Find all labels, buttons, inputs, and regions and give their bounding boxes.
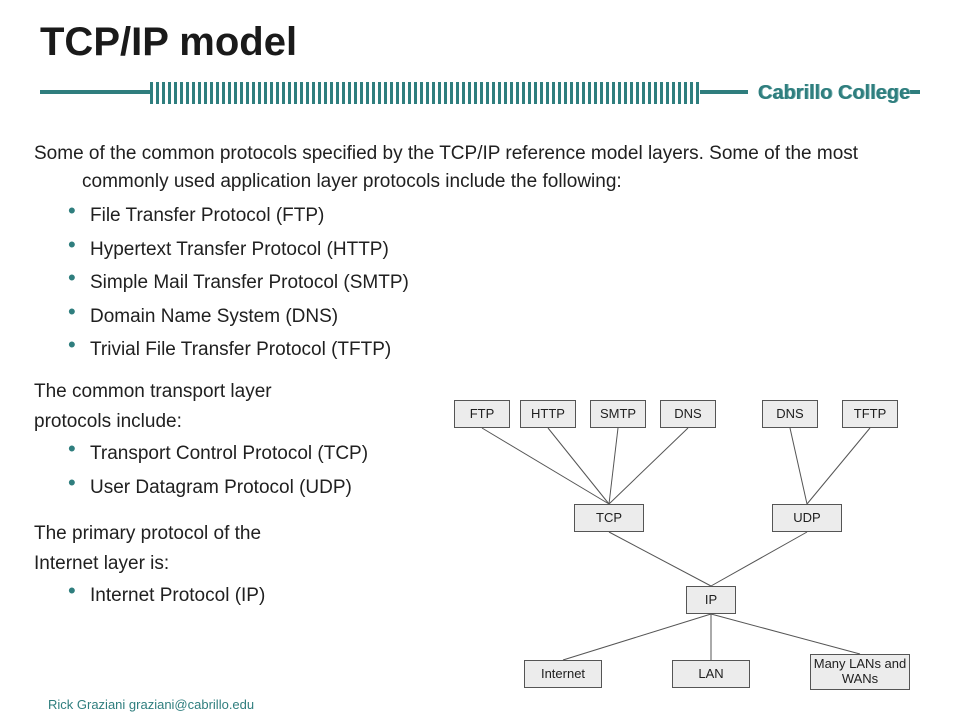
- diagram-node-smtp: SMTP: [590, 400, 646, 428]
- diagram-node-udp: UDP: [772, 504, 842, 532]
- diagram-node-tftp: TFTP: [842, 400, 898, 428]
- diagram-node-tcp: TCP: [574, 504, 644, 532]
- intro-paragraph: Some of the common protocols specified b…: [34, 140, 926, 195]
- diagram-edge: [711, 532, 807, 586]
- diagram-edge: [711, 614, 860, 654]
- list-item: Hypertext Transfer Protocol (HTTP): [90, 233, 926, 267]
- list-item: Simple Mail Transfer Protocol (SMTP): [90, 266, 926, 300]
- diagram-node-net3: Many LANs and WANs: [810, 654, 910, 690]
- diagram-edge: [609, 532, 711, 586]
- diagram-node-net1: Internet: [524, 660, 602, 688]
- list-item: Internet Protocol (IP): [90, 579, 454, 613]
- list-item: Domain Name System (DNS): [90, 300, 926, 334]
- diagram-edge: [548, 428, 609, 504]
- transport-protocol-list: Transport Control Protocol (TCP) User Da…: [34, 437, 454, 504]
- list-item: User Datagram Protocol (UDP): [90, 471, 454, 505]
- internet-heading-line2: Internet layer is:: [34, 550, 454, 578]
- diagram-edge: [609, 428, 618, 504]
- diagram-edge: [609, 428, 688, 504]
- diagram-node-dns1: DNS: [660, 400, 716, 428]
- transport-heading-line1: The common transport layer: [34, 378, 454, 406]
- footer-credit: Rick Graziani graziani@cabrillo.edu: [48, 697, 254, 712]
- body-text: Some of the common protocols specified b…: [34, 140, 926, 373]
- diagram-node-net2: LAN: [672, 660, 750, 688]
- separator-stripes: [150, 82, 700, 104]
- slide-title: TCP/IP model: [40, 20, 297, 65]
- diagram-edge: [790, 428, 807, 504]
- list-item: Trivial File Transfer Protocol (TFTP): [90, 333, 926, 367]
- left-column: The common transport layer protocols inc…: [34, 378, 454, 613]
- list-item: File Transfer Protocol (FTP): [90, 199, 926, 233]
- institution-label: Cabrillo College: [748, 82, 910, 105]
- slide: TCP/IP model Cabrillo College Some of th…: [0, 0, 960, 720]
- internet-protocol-list: Internet Protocol (IP): [34, 579, 454, 613]
- app-protocol-list: File Transfer Protocol (FTP) Hypertext T…: [34, 199, 926, 367]
- protocol-diagram: FTP HTTP SMTP DNS DNS TFTP TCP UDP IP Internet LAN…: [450, 396, 932, 696]
- diagram-edge: [807, 428, 870, 504]
- internet-heading-line1: The primary protocol of the: [34, 520, 454, 548]
- diagram-edge: [563, 614, 711, 660]
- diagram-node-http: HTTP: [520, 400, 576, 428]
- diagram-node-dns2: DNS: [762, 400, 818, 428]
- diagram-edge: [482, 428, 609, 504]
- spacer: [34, 510, 454, 520]
- diagram-node-ip: IP: [686, 586, 736, 614]
- diagram-edges: [450, 396, 932, 696]
- list-item: Transport Control Protocol (TCP): [90, 437, 454, 471]
- diagram-node-ftp: FTP: [454, 400, 510, 428]
- transport-heading-line2: protocols include:: [34, 408, 454, 436]
